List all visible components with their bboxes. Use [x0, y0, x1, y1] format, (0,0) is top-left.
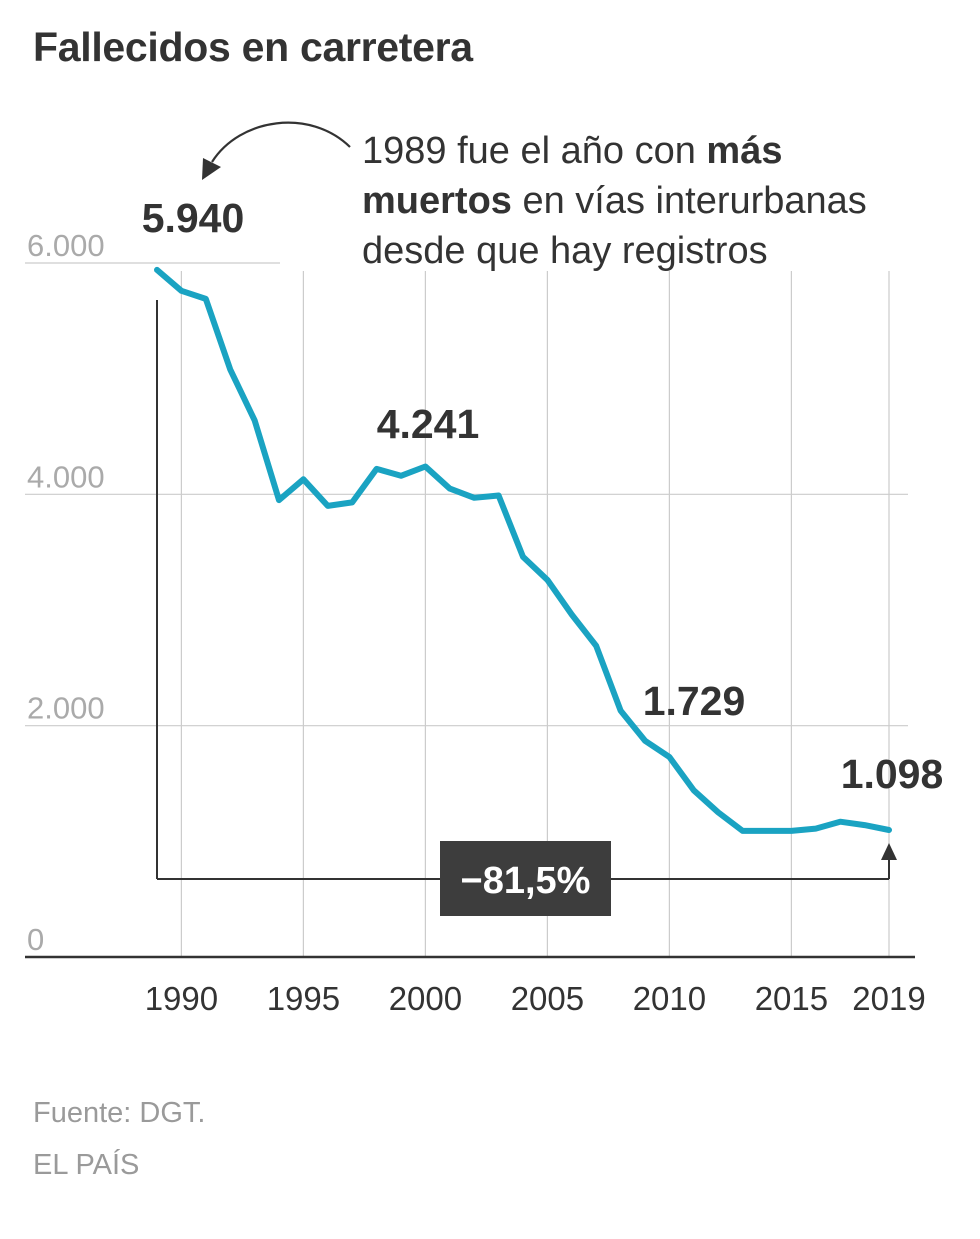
callout-bold-text: muertos	[362, 180, 512, 222]
x-tick-label: 1995	[267, 980, 340, 1017]
change-label-box	[440, 841, 611, 916]
x-tick-label: 1990	[145, 980, 218, 1017]
source-note: Fuente: DGT.	[33, 1097, 206, 1129]
y-tick-label: 2.000	[27, 691, 105, 726]
data-label: 5.940	[142, 195, 245, 241]
change-label: −81,5%	[461, 860, 591, 902]
series-line	[154, 266, 892, 834]
y-tick-label: 4.000	[27, 459, 105, 494]
callout-line-1: 1989 fue el año con más	[362, 130, 782, 172]
x-tick-label: 2010	[633, 980, 706, 1017]
callout-text: en vías interurbanas	[512, 180, 867, 222]
x-tick-label: 2019	[852, 980, 925, 1017]
callout-line-3: desde que hay registros	[362, 230, 768, 272]
x-tick-label: 2015	[755, 980, 828, 1017]
y-tick-label: 0	[27, 922, 44, 957]
data-label: 1.729	[643, 678, 746, 724]
data-label: 1.098	[841, 751, 944, 797]
chart-title: Fallecidos en carretera	[33, 24, 473, 70]
callout-bold-text: más	[706, 130, 782, 172]
credit-note: EL PAÍS	[33, 1149, 140, 1181]
x-tick-label: 2005	[511, 980, 584, 1017]
callout-arrow	[211, 121, 351, 163]
line-chart: 0 2.000 4.000 6.000 −81,5% 1990 1995 2000 2005 20…	[25, 121, 944, 1017]
x-tick-label: 2000	[389, 980, 462, 1017]
change-arrowhead	[881, 843, 897, 860]
y-tick-label: 6.000	[27, 228, 105, 263]
data-label: 4.241	[377, 401, 480, 447]
callout-line-2: muertos en vías interurbanas	[362, 180, 867, 222]
callout-text: 1989 fue el año con	[362, 130, 706, 172]
callout-arrowhead	[202, 158, 221, 180]
